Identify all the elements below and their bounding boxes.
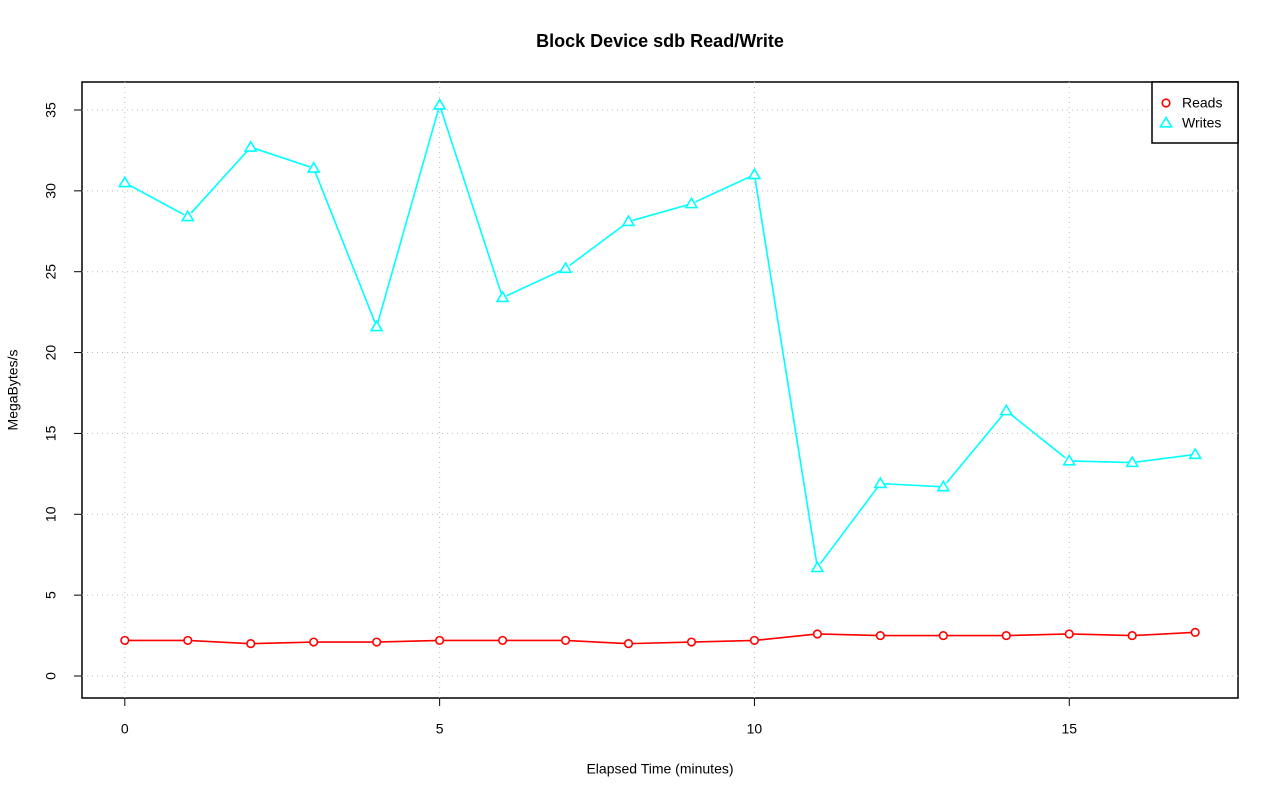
marker-bg	[309, 638, 318, 647]
data-point	[117, 175, 132, 188]
marker-bg	[1065, 456, 1074, 465]
marker-bg	[750, 636, 759, 645]
data-point	[684, 196, 699, 209]
marker-bg	[246, 639, 255, 648]
y-tick-label: 20	[43, 345, 59, 361]
data-point	[686, 637, 697, 647]
marker-bg	[1128, 458, 1137, 467]
marker-bg	[120, 636, 129, 645]
data-point	[1190, 627, 1200, 637]
data-point	[1127, 630, 1137, 641]
data-point	[306, 161, 321, 173]
data-point	[1188, 447, 1203, 460]
data-point	[180, 209, 195, 222]
data-point	[749, 635, 760, 646]
marker-bg	[1002, 406, 1011, 415]
data-point	[432, 98, 447, 110]
x-tick-label: 0	[121, 721, 129, 737]
series-line	[124, 102, 1196, 570]
marker-bg	[435, 636, 444, 645]
data-point	[243, 140, 258, 152]
chart-title: Block Device sdb Read/Write	[536, 31, 784, 51]
marker-bg	[876, 479, 885, 488]
marker-bg	[561, 264, 570, 273]
marker-bg	[561, 636, 570, 645]
data-point	[309, 637, 319, 647]
data-point	[1064, 629, 1074, 639]
data-point	[246, 639, 256, 649]
legend-label: Reads	[1182, 95, 1222, 111]
marker-bg	[939, 631, 948, 640]
marker-bg	[498, 636, 507, 645]
legend-label: Writes	[1182, 115, 1221, 131]
data-point	[999, 403, 1014, 416]
x-tick-label: 5	[436, 721, 444, 737]
marker-bg	[183, 212, 192, 221]
data-point	[621, 214, 636, 227]
data-point	[560, 635, 571, 646]
data-point	[875, 630, 885, 641]
x-tick-label: 15	[1061, 721, 1077, 737]
data-point	[120, 635, 130, 646]
marker-bg	[309, 164, 318, 173]
plot-frame	[81, 81, 1239, 699]
data-point	[873, 476, 888, 489]
data-point	[747, 167, 762, 180]
series-line	[124, 631, 1196, 645]
y-tick-label: 35	[43, 102, 59, 118]
y-tick-label: 15	[43, 425, 59, 441]
data-point	[1001, 630, 1011, 641]
data-point	[558, 261, 573, 274]
marker-bg	[876, 631, 885, 640]
data-point	[810, 560, 825, 573]
x-axis-label: Elapsed Time (minutes)	[586, 761, 733, 777]
x-tick-label: 10	[747, 721, 763, 737]
data-point	[369, 319, 384, 332]
y-axis-label: MegaBytes/s	[5, 350, 21, 431]
marker-bg	[1065, 629, 1074, 638]
data-point	[372, 637, 382, 647]
marker-bg	[687, 199, 696, 208]
data-point	[623, 639, 634, 649]
data-point	[938, 630, 948, 641]
legend-box	[1151, 81, 1239, 144]
marker-bg	[1191, 450, 1200, 459]
marker-bg	[435, 101, 444, 110]
marker-bg	[183, 636, 192, 645]
marker-bg	[624, 639, 633, 648]
marker-bg	[687, 638, 696, 647]
data-point	[183, 635, 193, 646]
data-point	[1062, 453, 1077, 466]
data-point	[435, 635, 445, 646]
legend-marker	[1159, 115, 1173, 128]
marker-bg	[1191, 628, 1200, 637]
marker-bg	[498, 293, 507, 302]
marker-bg	[813, 629, 822, 638]
y-tick-label: 5	[43, 591, 59, 599]
y-tick-label: 25	[43, 264, 59, 280]
data-point	[495, 290, 510, 303]
y-tick-label: 10	[43, 506, 59, 522]
marker-bg	[372, 638, 381, 647]
y-tick-label: 0	[43, 672, 59, 680]
marker-bg	[1002, 631, 1011, 640]
data-point	[936, 479, 951, 492]
marker-bg	[624, 217, 633, 226]
y-tick-label: 30	[43, 183, 59, 199]
data-point	[1125, 455, 1140, 468]
marker-bg	[813, 563, 822, 572]
marker-bg	[246, 143, 255, 152]
marker-bg	[750, 170, 759, 179]
data-point	[812, 629, 823, 639]
marker-bg	[939, 482, 948, 491]
marker-bg	[120, 178, 129, 187]
data-point	[497, 635, 508, 646]
marker-bg	[1128, 631, 1137, 640]
legend-marker	[1161, 98, 1171, 108]
marker-bg	[372, 322, 381, 331]
